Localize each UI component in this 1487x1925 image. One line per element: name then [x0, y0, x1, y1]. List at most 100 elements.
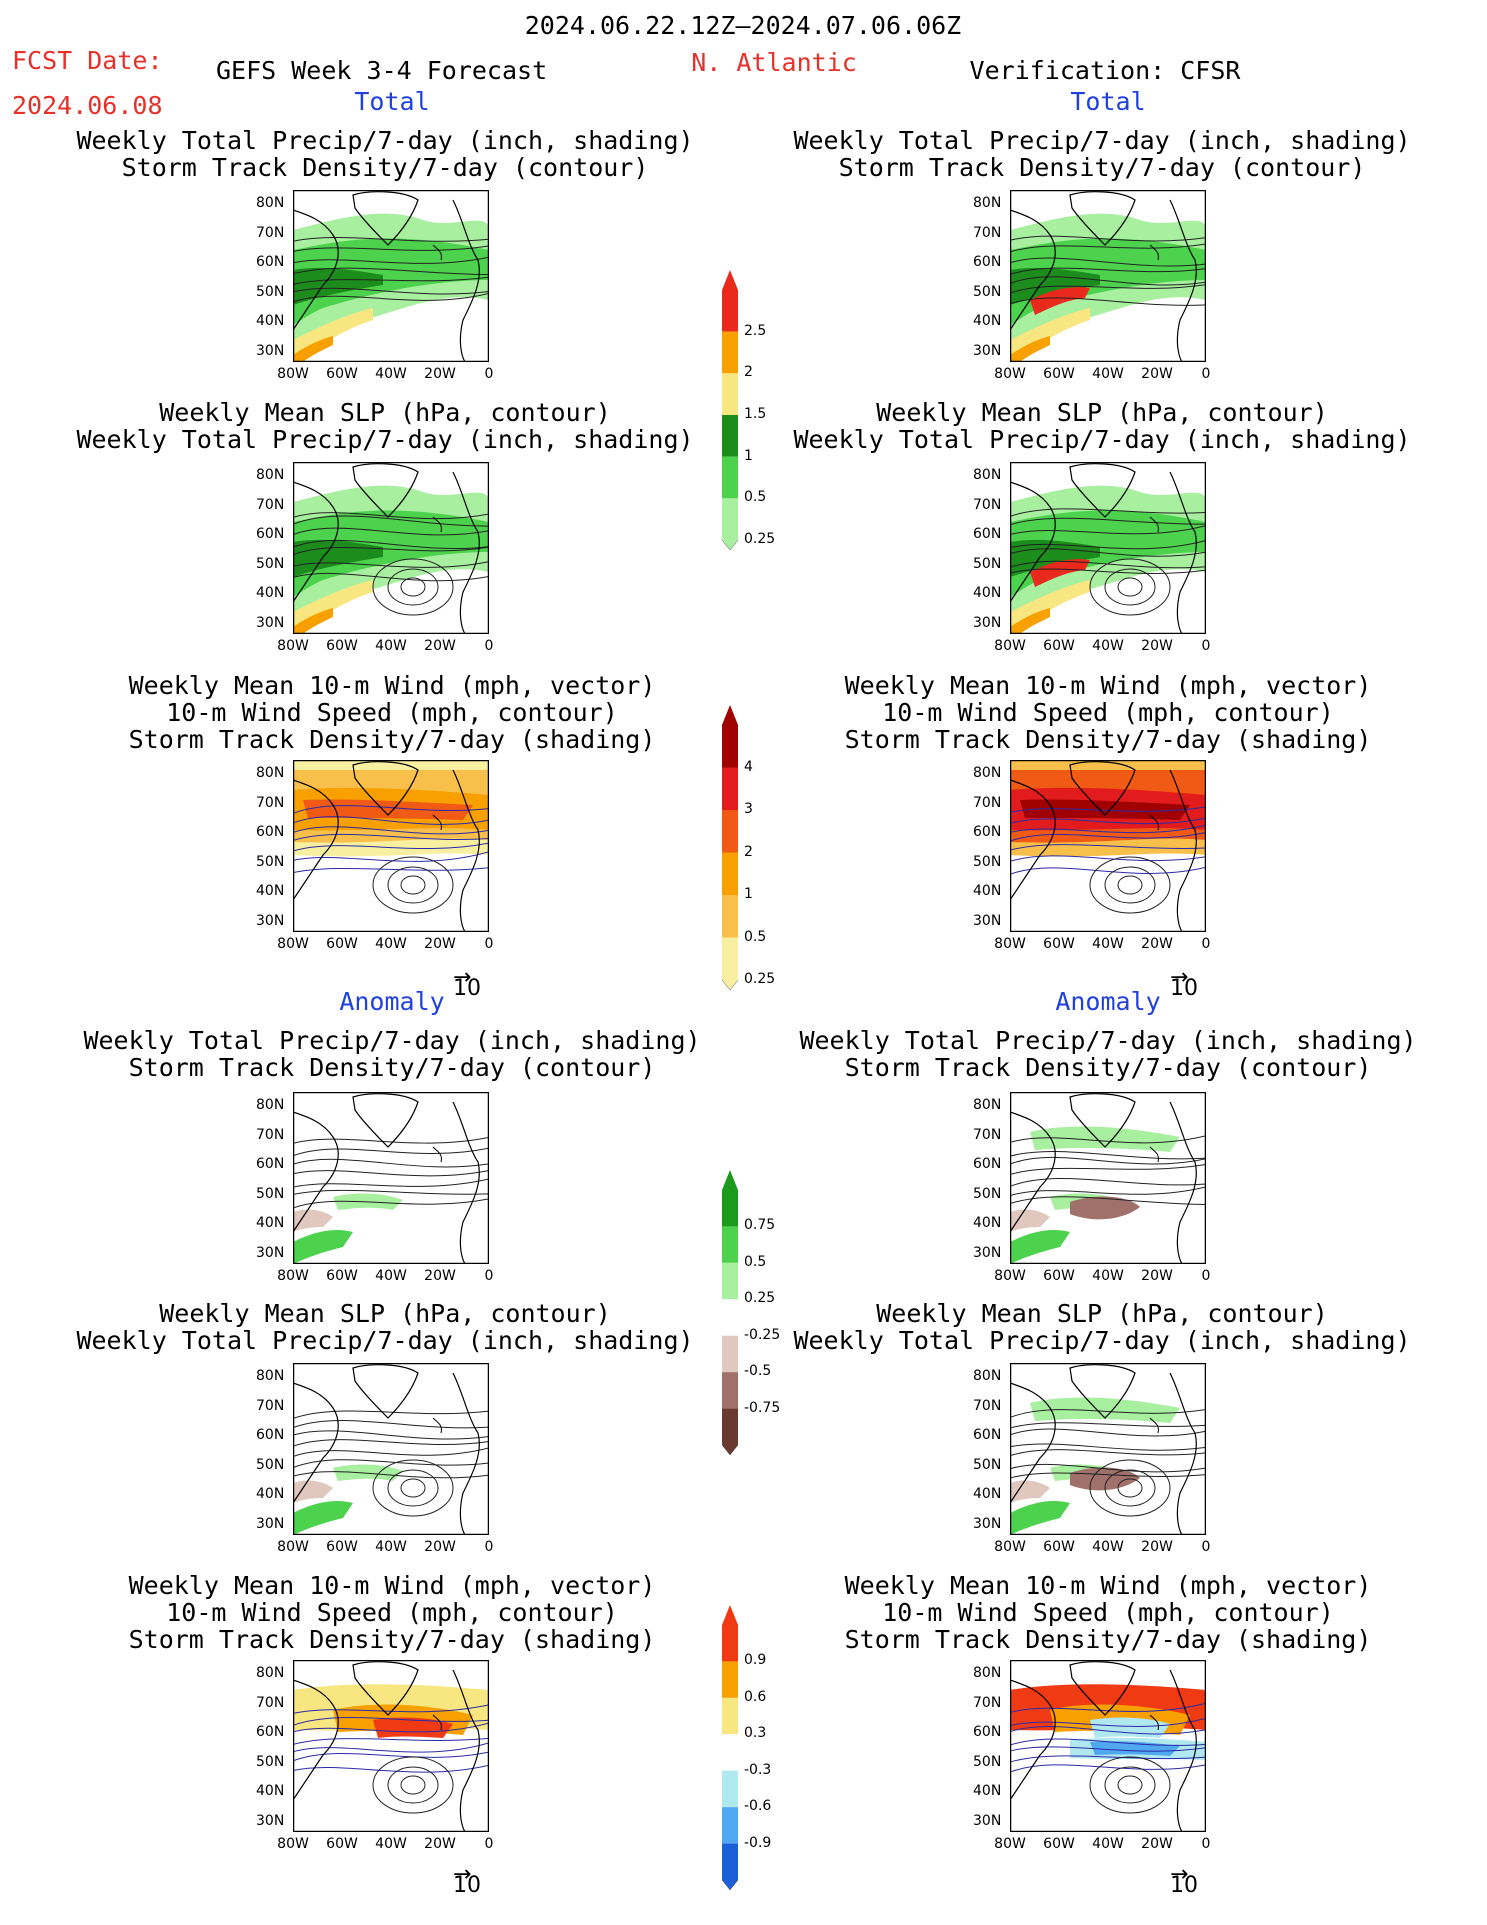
- lat-tick-label: 50N: [256, 1456, 285, 1473]
- ref-vector-label: 10: [1170, 976, 1198, 1001]
- map-anom-wind-fcst: [293, 1660, 489, 1832]
- colorbar-label: 0.3: [744, 1725, 767, 1742]
- colorbar-canvas: [721, 1170, 739, 1456]
- lat-tick-label: 30N: [973, 1812, 1002, 1829]
- map-anom-precip-fcst: [293, 1092, 489, 1264]
- lat-tick-label: 70N: [256, 1397, 285, 1414]
- lat-tick-label: 50N: [256, 283, 285, 300]
- colorbar-track-anom: [721, 1605, 739, 1891]
- colorbar-label: 1.5: [744, 406, 767, 422]
- lat-tick-label: 40N: [973, 1783, 1002, 1799]
- lon-tick-label: 0: [484, 638, 494, 654]
- title-anom-wind-track-fcst: Weekly Mean 10-m Wind (mph, vector) 10-m…: [128, 1571, 656, 1654]
- lat-tick-label: 40N: [256, 1215, 285, 1231]
- lat-tick-label: 40N: [256, 313, 285, 329]
- ref-vector-label: 10: [453, 976, 481, 1001]
- lon-tick-label: 0: [484, 1268, 494, 1284]
- lat-tick-label: 60N: [973, 1156, 1002, 1172]
- lon-tick-label: 0: [484, 1539, 494, 1555]
- colorbar-segment: [722, 415, 738, 457]
- lon-tick-label: 0: [1201, 366, 1211, 382]
- lat-tick-label: 50N: [256, 1185, 285, 1202]
- lon-tick-label: 40W: [375, 366, 407, 382]
- ref-vector-anom-verif: → 10: [1170, 1862, 1198, 1898]
- lat-tick-label: 40N: [256, 585, 285, 601]
- title-anom-precip-track-fcst: Weekly Total Precip/7-day (inch, shading…: [83, 1026, 701, 1082]
- colorbar-segment: [722, 895, 738, 938]
- lat-tick-label: 70N: [973, 1694, 1002, 1711]
- lon-tick-label: 40W: [1092, 936, 1124, 952]
- colorbar-tip: [722, 1605, 738, 1625]
- map-total-slp-fcst: [293, 462, 489, 634]
- lat-tick-label: 50N: [973, 1753, 1002, 1770]
- map-anom-wind-verif: [1010, 1660, 1206, 1832]
- lat-tick-label: 80N: [256, 195, 285, 211]
- colorbar-segment: [722, 1226, 738, 1263]
- colorbar-segment: [722, 1697, 738, 1735]
- lon-tick-label: 0: [484, 1836, 494, 1852]
- colorbar-label: 1: [744, 447, 753, 464]
- lat-tick-label: 30N: [973, 1244, 1002, 1261]
- lat-tick-label: 60N: [973, 254, 1002, 270]
- colorbar-segment: [722, 1843, 738, 1880]
- colorbar-precip-anom: [721, 1170, 739, 1456]
- colorbar-tip: [722, 270, 738, 290]
- lon-tick-label: 40W: [375, 1268, 407, 1284]
- map-canvas: [293, 1092, 489, 1264]
- lon-tick-label: 60W: [1043, 936, 1075, 952]
- lon-tick-label: 0: [484, 936, 494, 952]
- colorbar-segment: [722, 456, 738, 499]
- title-anom-wind-track-verif: Weekly Mean 10-m Wind (mph, vector) 10-m…: [844, 1571, 1372, 1654]
- period-title: 2024.06.22.12Z–2024.07.06.06Z: [524, 11, 962, 40]
- map-canvas: [1010, 1363, 1206, 1535]
- lon-tick-label: 40W: [375, 1539, 407, 1555]
- lon-tick-label: 80W: [277, 638, 309, 654]
- ref-vector-total-verif: → 10: [1170, 965, 1198, 1001]
- lat-tick-label: 70N: [256, 1126, 285, 1143]
- lon-tick-label: 60W: [326, 638, 358, 654]
- lat-tick-label: 80N: [256, 1665, 285, 1681]
- lat-tick-label: 30N: [256, 912, 285, 929]
- colorbar-segment: [722, 1625, 738, 1662]
- lon-tick-label: 20W: [424, 936, 456, 952]
- colorbar-segment: [722, 725, 738, 768]
- lat-tick-label: 80N: [973, 195, 1002, 211]
- colorbar-label: -0.75: [744, 1399, 781, 1416]
- lat-tick-label: 60N: [256, 526, 285, 542]
- lat-tick-label: 80N: [256, 467, 285, 483]
- colorbar-segment: [722, 1807, 738, 1844]
- lat-tick-label: 80N: [973, 467, 1002, 483]
- lat-tick-label: 80N: [973, 765, 1002, 781]
- map-canvas: [293, 462, 489, 634]
- lon-tick-label: 60W: [1043, 1539, 1075, 1555]
- lon-tick-label: 80W: [994, 1539, 1026, 1555]
- colorbar-label: -0.6: [744, 1798, 772, 1815]
- ref-vector-anom-fcst: → 10: [453, 1862, 481, 1898]
- map-canvas: [1010, 1092, 1206, 1264]
- map-anom-precip-verif: [1010, 1092, 1206, 1264]
- lon-tick-label: 80W: [277, 1539, 309, 1555]
- ref-vector-label: 10: [453, 1873, 481, 1898]
- lat-tick-label: 70N: [973, 496, 1002, 513]
- title-total-precip-track-verif: Weekly Total Precip/7-day (inch, shading…: [793, 126, 1411, 182]
- lon-tick-label: 40W: [1092, 638, 1124, 654]
- colorbar-tip: [722, 1170, 738, 1190]
- lat-tick-label: 80N: [973, 1665, 1002, 1681]
- colorbar-label: 0.5: [744, 1253, 767, 1270]
- map-canvas: [1010, 760, 1206, 932]
- title-total-slp-precip-fcst: Weekly Mean SLP (hPa, contour) Weekly To…: [76, 398, 694, 454]
- map-anom-slp-fcst: [293, 1363, 489, 1535]
- colorbar-label: 0.5: [744, 489, 767, 506]
- colorbar-label: -0.9: [744, 1834, 772, 1851]
- lat-tick-label: 40N: [256, 883, 285, 899]
- lon-tick-label: 80W: [994, 366, 1026, 382]
- colorbar-label: 2: [744, 843, 753, 860]
- title-anom-slp-precip-verif: Weekly Mean SLP (hPa, contour) Weekly To…: [793, 1299, 1411, 1355]
- lat-tick-label: 60N: [256, 254, 285, 270]
- lat-tick-label: 40N: [973, 313, 1002, 329]
- title-anom-precip-track-verif: Weekly Total Precip/7-day (inch, shading…: [799, 1026, 1417, 1082]
- section-anomaly-left: Anomaly: [339, 987, 445, 1016]
- lon-tick-label: 80W: [994, 638, 1026, 654]
- lat-tick-label: 30N: [256, 1244, 285, 1261]
- colorbar-segment: [722, 1408, 738, 1445]
